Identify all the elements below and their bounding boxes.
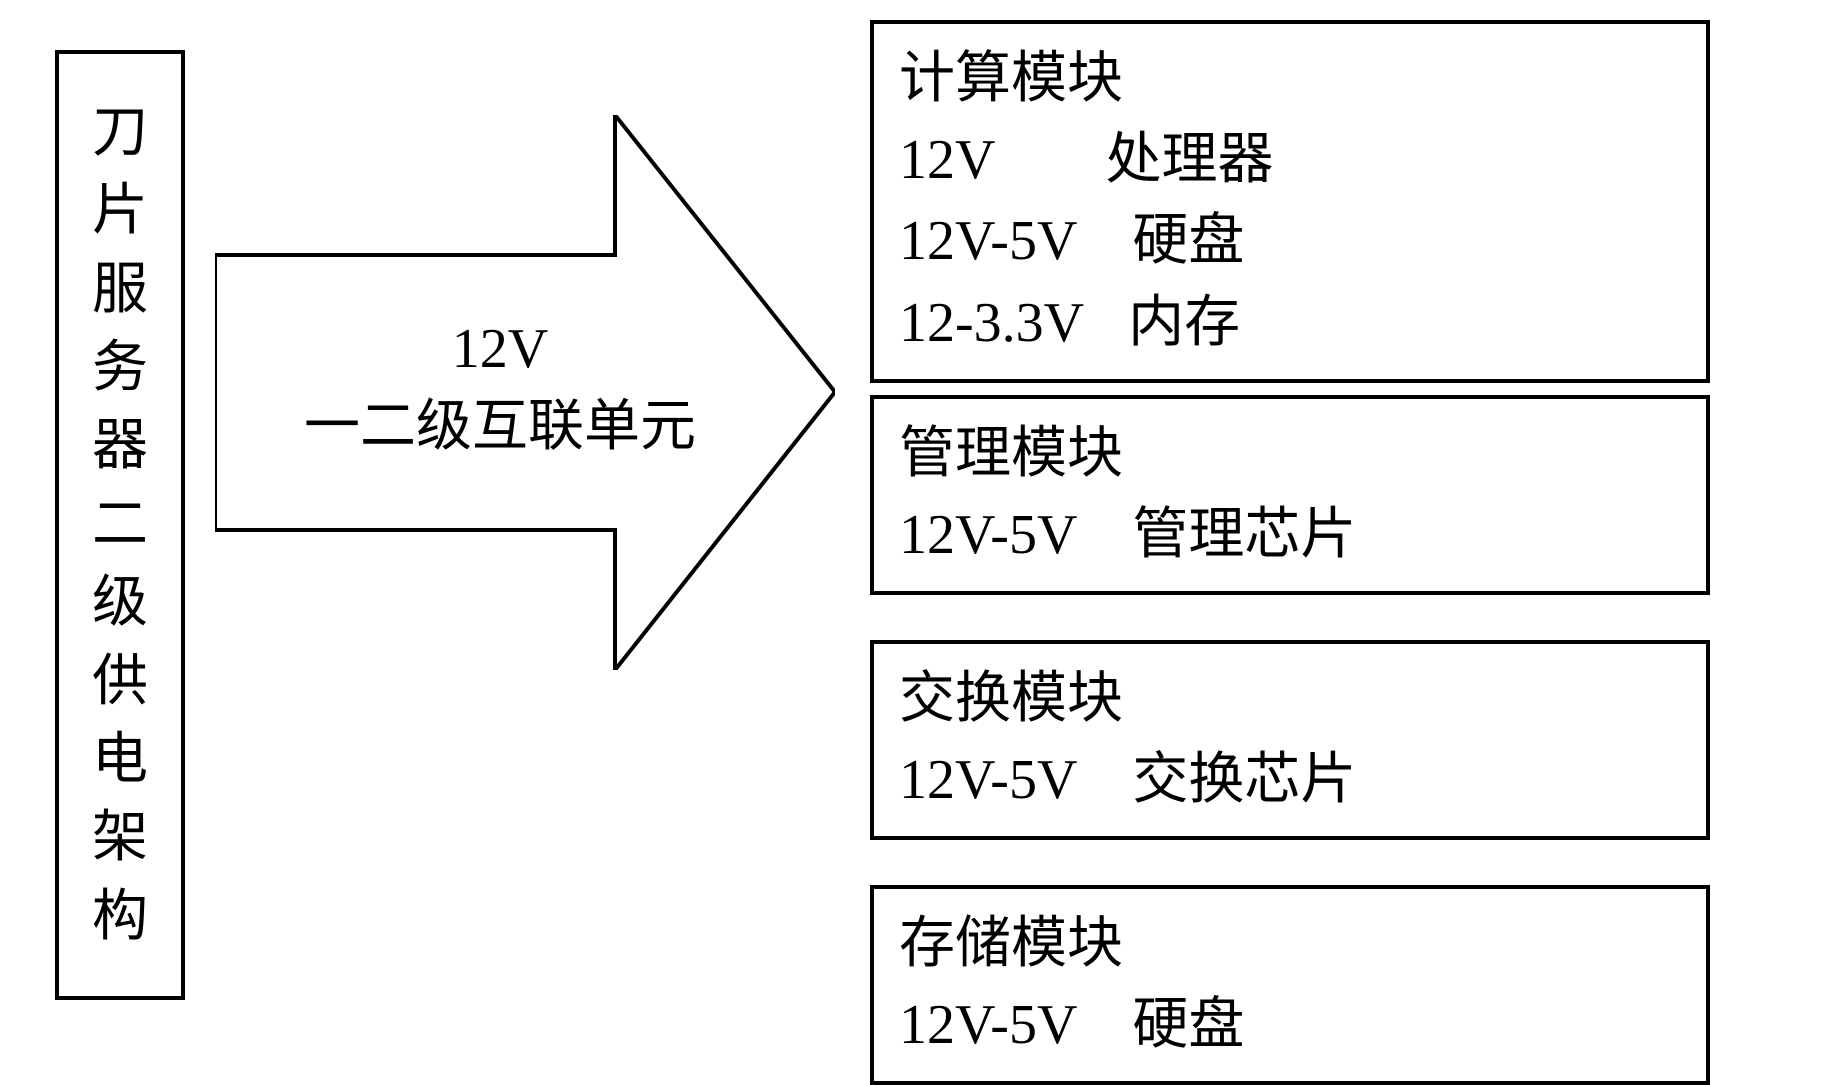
- left-title-char: 片: [92, 172, 148, 250]
- voltage-label: 12V-5V: [899, 495, 1077, 576]
- module-title: 交换模块: [899, 659, 1681, 740]
- component-label: 硬盘: [1132, 201, 1244, 282]
- power-architecture-diagram: 刀片服务器二级供电架构 12V 一二级互联单元 计算模块12V处理器12V-5V…: [0, 0, 1833, 1077]
- module-box: 存储模块12V-5V 硬盘: [870, 885, 1710, 1085]
- component-label: 交换芯片: [1132, 740, 1356, 821]
- voltage-label: 12V: [899, 120, 995, 201]
- module-title: 存储模块: [899, 904, 1681, 985]
- module-title: 管理模块: [899, 414, 1681, 495]
- component-label: 管理芯片: [1132, 495, 1356, 576]
- left-title-char: 供: [92, 643, 148, 721]
- voltage-label: 12V-5V: [899, 740, 1077, 821]
- module-line: 12V-5V 交换芯片: [899, 740, 1681, 821]
- module-box: 管理模块12V-5V 管理芯片: [870, 395, 1710, 595]
- component-label: 内存: [1128, 283, 1240, 364]
- voltage-label: 12V-5V: [899, 201, 1077, 282]
- component-label: 处理器: [1105, 120, 1273, 201]
- left-title-char: 务: [92, 329, 148, 407]
- arrow-label-line1: 12V: [275, 310, 725, 388]
- left-title-char: 构: [92, 878, 148, 956]
- module-line: 12V-5V 管理芯片: [899, 495, 1681, 576]
- component-label: 硬盘: [1132, 985, 1244, 1066]
- module-box: 交换模块12V-5V 交换芯片: [870, 640, 1710, 840]
- left-title-char: 级: [92, 564, 148, 642]
- module-line: 12V-5V 硬盘: [899, 201, 1681, 282]
- left-title-char: 电: [92, 721, 148, 799]
- module-line: 12V-5V 硬盘: [899, 985, 1681, 1066]
- left-title-char: 架: [92, 799, 148, 877]
- arrow-label-line2: 一二级互联单元: [275, 388, 725, 466]
- module-title: 计算模块: [899, 39, 1681, 120]
- left-title-char: 二: [92, 486, 148, 564]
- left-title-char: 刀: [92, 94, 148, 172]
- left-title-char: 服: [92, 251, 148, 329]
- voltage-label: 12-3.3V: [899, 283, 1084, 364]
- voltage-label: 12V-5V: [899, 985, 1077, 1066]
- left-title-box: 刀片服务器二级供电架构: [55, 50, 185, 1000]
- module-box: 计算模块12V 处理器 12V-5V 硬盘 12-3.3V 内存: [870, 20, 1710, 383]
- left-title-char: 器: [92, 407, 148, 485]
- arrow-container: 12V 一二级互联单元: [215, 115, 835, 670]
- module-line: 12-3.3V 内存: [899, 283, 1681, 364]
- module-line: 12V 处理器: [899, 120, 1681, 201]
- arrow-label: 12V 一二级互联单元: [275, 310, 725, 467]
